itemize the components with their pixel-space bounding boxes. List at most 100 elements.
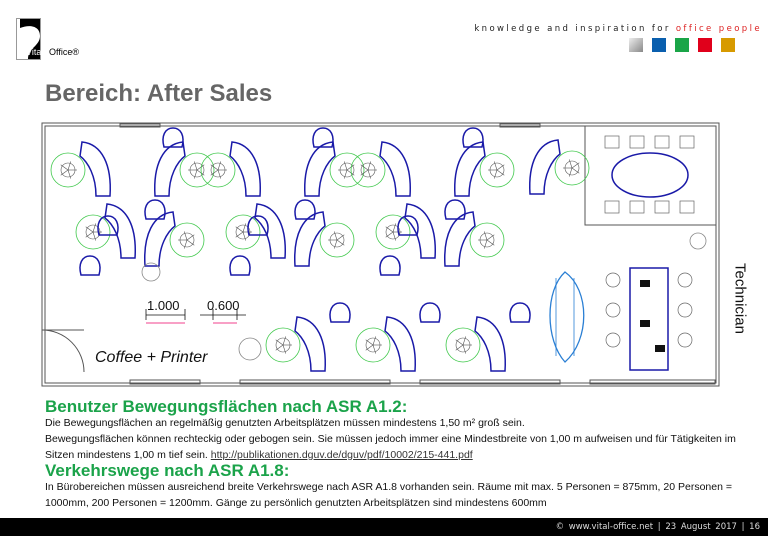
curved-desk	[529, 139, 561, 195]
workstation	[375, 203, 436, 259]
pedestal	[144, 199, 166, 220]
movement-area	[319, 222, 355, 258]
workstation	[265, 316, 326, 372]
workstation	[154, 141, 215, 197]
workstation	[445, 316, 506, 372]
chair-icon	[488, 161, 505, 179]
pedestal	[247, 215, 269, 236]
section1-heading: Benutzer Bewegungsflächen nach ASR A1.2:	[45, 397, 408, 416]
chair-icon	[679, 200, 695, 214]
movement-area	[169, 222, 205, 258]
movement-area	[75, 214, 111, 250]
chair-icon	[677, 272, 693, 288]
page-title: Bereich: After Sales	[45, 80, 273, 107]
pedestal	[79, 255, 101, 276]
chair-icon	[365, 336, 382, 354]
chair-icon	[385, 223, 402, 241]
monitor-icon	[640, 280, 650, 287]
movement-area	[50, 152, 86, 188]
section1-text: Die Bewegungsflächen an regelmäßig genut…	[45, 415, 755, 463]
movement-area	[469, 222, 505, 258]
swatch-red	[698, 38, 712, 52]
chair-icon	[188, 161, 205, 179]
chair-icon	[654, 200, 670, 214]
curved-desk	[379, 141, 411, 197]
chair-icon	[677, 332, 693, 348]
pedestal	[294, 199, 316, 220]
workstation	[200, 141, 261, 197]
movement-area	[479, 152, 515, 188]
dguv-link[interactable]: http://publikationen.dguv.de/dguv/pdf/10…	[210, 449, 473, 461]
pedestal	[162, 127, 184, 148]
chair-icon	[629, 135, 645, 149]
technician-table	[629, 267, 669, 371]
curved-desk	[294, 211, 326, 267]
chair-icon	[478, 231, 495, 249]
movement-area	[355, 327, 391, 363]
footer: © www.vital-office.net | 23 August 2017 …	[0, 518, 768, 536]
dimension-lines	[145, 309, 246, 324]
walls	[41, 122, 720, 387]
curved-desk	[104, 203, 136, 259]
chair-icon	[60, 161, 77, 179]
swatch-blue	[652, 38, 666, 52]
workstation	[294, 211, 355, 267]
color-swatches	[629, 38, 735, 52]
pedestal	[229, 255, 251, 276]
curved-desk	[144, 211, 176, 267]
movement-area	[350, 152, 386, 188]
footer-text: © www.vital-office.net | 23 August 2017 …	[555, 522, 760, 532]
chair-icon	[178, 231, 195, 249]
pedestal	[97, 215, 119, 236]
movement-area	[265, 327, 301, 363]
chair-icon	[605, 302, 621, 318]
meeting-area	[549, 135, 695, 371]
movement-area	[554, 150, 590, 186]
chair-icon	[563, 159, 580, 177]
workstation	[355, 316, 416, 372]
chair-icon	[210, 161, 227, 179]
section2-text: In Bürobereichen müssen ausreichend brei…	[45, 481, 732, 509]
workstation	[225, 203, 286, 259]
coffee-printer-label: Coffee + Printer	[95, 349, 208, 366]
pedestal	[379, 255, 401, 276]
chair-icon	[360, 161, 377, 179]
movement-area	[329, 152, 365, 188]
chair-icon	[654, 135, 670, 149]
pedestal	[419, 302, 441, 323]
technician-label: Technician	[731, 263, 749, 334]
curved-desk	[254, 203, 286, 259]
section1-line2: Bewegungsflächen können rechteckig oder …	[45, 433, 736, 461]
dimension-600: 0.600	[207, 298, 240, 313]
floor-plan	[41, 122, 720, 387]
chair-icon	[338, 161, 355, 179]
movement-area	[200, 152, 236, 188]
curved-desk	[404, 203, 436, 259]
chair-icon	[235, 223, 252, 241]
workstation	[529, 139, 590, 195]
workstation	[50, 141, 111, 197]
workstation	[144, 211, 205, 267]
pedestal	[312, 127, 334, 148]
movement-area	[225, 214, 261, 250]
pedestal	[462, 127, 484, 148]
svg-text:Office®: Office®	[49, 47, 79, 57]
chair-icon	[455, 336, 472, 354]
workstation	[304, 141, 365, 197]
chair-icon	[605, 332, 621, 348]
swatch-yellow	[721, 38, 735, 52]
svg-text:Vital-: Vital-	[26, 47, 46, 57]
curved-desk	[444, 211, 476, 267]
curved-desk	[294, 316, 326, 372]
curved-desk	[229, 141, 261, 197]
swatch-green	[675, 38, 689, 52]
tagline: knowledge and inspiration for office peo…	[474, 24, 762, 34]
workstation	[454, 141, 515, 197]
section2-heading: Verkehrswege nach ASR A1.8:	[45, 461, 290, 480]
movement-area	[179, 152, 215, 188]
workstation	[75, 203, 136, 259]
vital-office-logo: Vital- Office®	[16, 18, 79, 60]
workstation	[350, 141, 411, 197]
chair-icon	[275, 336, 292, 354]
